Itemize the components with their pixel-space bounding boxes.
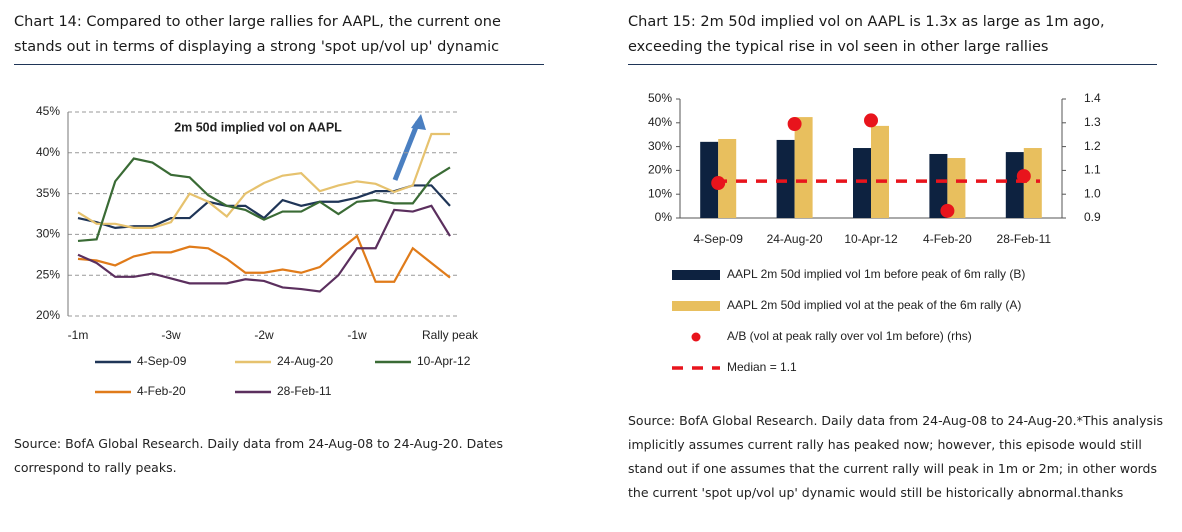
y2-tick-label: 0.9 bbox=[1084, 210, 1101, 224]
series-line bbox=[77, 234, 451, 283]
arrow bbox=[392, 121, 421, 181]
series-line bbox=[77, 132, 450, 229]
legend-swatch bbox=[672, 301, 720, 311]
y-tick-label: 20% bbox=[648, 163, 672, 177]
x-tick-label: -2w bbox=[254, 328, 274, 342]
bar bbox=[853, 148, 871, 218]
x-tick-label: 4-Sep-09 bbox=[694, 232, 744, 246]
x-tick-label: Rally peak bbox=[422, 328, 479, 342]
bar bbox=[718, 138, 737, 218]
arrow-head bbox=[411, 114, 426, 130]
x-tick-label: -1w bbox=[347, 328, 367, 342]
charts: 20% 25% 30% 35% 40% 45% -1m -3w -2w -1w Rally peak… bbox=[36, 91, 1101, 398]
y2-tick-label: 1.0 bbox=[1084, 186, 1101, 200]
legend-label: 10-Apr-12 bbox=[417, 354, 471, 368]
legend-label: A/B (vol at peak rally over vol 1m befor… bbox=[727, 329, 972, 343]
ratio-dot bbox=[711, 176, 726, 191]
series-line bbox=[77, 157, 451, 243]
y2-tick-label: 1.1 bbox=[1084, 163, 1101, 177]
ratio-dot bbox=[940, 203, 955, 218]
bar bbox=[947, 158, 966, 218]
annotation: 2m 50d implied vol on AAPL bbox=[174, 120, 342, 134]
y2-tick-label: 1.3 bbox=[1084, 115, 1101, 129]
x-tick-label: 10-Apr-12 bbox=[844, 232, 898, 246]
series-line bbox=[77, 184, 451, 229]
source-note: Source: BofA Global Research. Daily data… bbox=[14, 436, 503, 475]
x-tick-label: -1m bbox=[68, 328, 89, 342]
bar bbox=[1023, 148, 1042, 218]
legend-label: 4-Feb-20 bbox=[137, 384, 186, 398]
legend-label: Median = 1.1 bbox=[727, 360, 797, 374]
y-tick-label: 30% bbox=[36, 227, 60, 241]
y2-tick-label: 1.2 bbox=[1084, 139, 1101, 153]
bar bbox=[700, 141, 719, 218]
chart-title: Chart 15: 2m 50d implied vol on AAPL is … bbox=[628, 10, 1157, 65]
ratio-dot bbox=[864, 113, 878, 128]
y-tick-label: 25% bbox=[36, 267, 60, 281]
y-tick-label: 45% bbox=[36, 104, 60, 118]
chart-title: Chart 14: Compared to other large rallie… bbox=[14, 10, 544, 65]
x-tick-label: -3w bbox=[161, 328, 181, 342]
y-tick-label: 0% bbox=[655, 210, 673, 224]
legend-label: 24-Aug-20 bbox=[277, 354, 333, 368]
series-line bbox=[77, 204, 451, 293]
x-tick-label: 4-Feb-20 bbox=[923, 232, 972, 246]
y-tick-label: 20% bbox=[36, 308, 60, 322]
source-note: Source: BofA Global Research. Daily data… bbox=[628, 413, 1163, 500]
y2-tick-label: 1.4 bbox=[1084, 91, 1101, 105]
legend-swatch bbox=[691, 332, 701, 342]
y-tick-label: 40% bbox=[648, 115, 672, 129]
bar bbox=[929, 153, 948, 218]
legend-label: 28-Feb-11 bbox=[277, 384, 332, 398]
legend-label: AAPL 2m 50d implied vol 1m before peak o… bbox=[727, 267, 1025, 281]
y-tick-label: 40% bbox=[36, 145, 60, 159]
y-tick-label: 50% bbox=[648, 91, 672, 105]
x-tick-label: 28-Feb-11 bbox=[997, 232, 1052, 246]
x-tick-label: 24-Aug-20 bbox=[767, 232, 823, 246]
legend-swatch bbox=[672, 270, 720, 280]
legend-label: 4-Sep-09 bbox=[137, 354, 187, 368]
bar bbox=[776, 139, 795, 218]
y-tick-label: 30% bbox=[648, 139, 672, 153]
bar bbox=[794, 117, 813, 218]
y-tick-label: 10% bbox=[648, 186, 672, 200]
bar bbox=[871, 125, 889, 218]
ratio-dot bbox=[787, 116, 802, 131]
bar bbox=[1005, 152, 1024, 218]
legend-label: AAPL 2m 50d implied vol at the peak of t… bbox=[727, 298, 1021, 312]
y-tick-label: 35% bbox=[36, 186, 60, 200]
